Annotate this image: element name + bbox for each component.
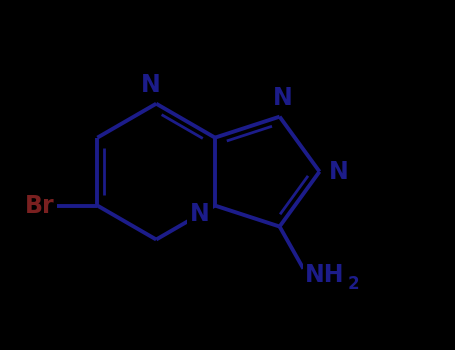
Text: N: N: [273, 86, 293, 110]
Text: N: N: [329, 160, 349, 184]
Text: N: N: [141, 73, 161, 97]
Text: Br: Br: [25, 194, 55, 218]
Text: N: N: [190, 202, 210, 226]
Text: NH: NH: [305, 264, 345, 287]
Text: 2: 2: [348, 275, 359, 293]
